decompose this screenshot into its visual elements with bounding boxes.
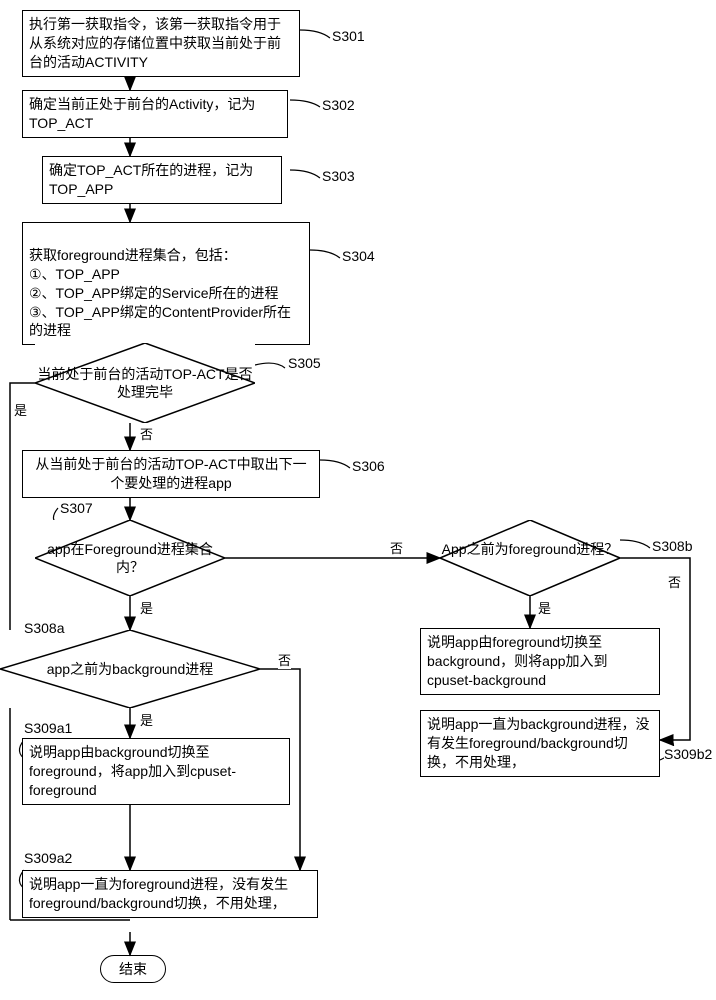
tag-s304: S304 [342,248,375,264]
step-s303: 确定TOP_ACT所在的进程，记为TOP_APP [42,156,282,204]
step-s304-text: 获取foreground进程集合，包括： ①、TOP_APP ②、TOP_APP… [29,247,291,339]
step-s309b1-text: 说明app由foreground切换至background，则将app加入到cp… [427,634,608,688]
tag-s301: S301 [332,28,365,44]
tag-s309b2: S309b2 [664,746,712,762]
s305-no: 否 [140,424,153,443]
s308b-no: 否 [668,572,681,591]
tag-s305: S305 [288,355,321,371]
tag-s308a: S308a [24,620,64,636]
end-text: 结束 [119,961,147,977]
tag-s309a2: S309a2 [24,850,72,866]
step-s309a2-text: 说明app一直为foreground进程，没有发生foreground/back… [29,876,288,911]
step-s306-text: 从当前处于前台的活动TOP-ACT中取出下一个要处理的进程app [35,456,306,491]
s308b-yes: 是 [538,598,551,617]
step-s304: 获取foreground进程集合，包括： ①、TOP_APP ②、TOP_APP… [22,222,310,345]
tag-s308b: S308b [652,538,692,554]
decision-s308b-text: App之前为foreground进程？ [440,540,620,558]
step-s309b2-text: 说明app一直为background进程，没有发生foreground/back… [427,716,650,770]
decision-s307-text: app在Foreground进程集合内？ [35,540,225,576]
step-s309a2: 说明app一直为foreground进程，没有发生foreground/back… [22,870,318,918]
tag-s306: S306 [352,458,385,474]
decision-s308a: app之前为background进程 [0,630,260,708]
decision-s308b: App之前为foreground进程？ [440,520,620,596]
tag-s303: S303 [322,168,355,184]
step-s303-text: 确定TOP_ACT所在的进程，记为TOP_APP [49,162,253,197]
tag-s307: S307 [60,500,93,516]
step-s309a1-text: 说明app由background切换至foreground，将app加入到cpu… [29,744,236,798]
decision-s307: app在Foreground进程集合内？ [35,520,225,596]
connectors [0,0,716,1000]
tag-s309a1: S309a1 [24,720,72,736]
step-s306: 从当前处于前台的活动TOP-ACT中取出下一个要处理的进程app [22,450,320,498]
s307-no: 否 [390,538,403,557]
step-s309b2: 说明app一直为background进程，没有发生foreground/back… [420,710,660,777]
s308a-no: 否 [278,650,291,669]
tag-s302: S302 [322,97,355,113]
s305-yes: 是 [14,400,27,419]
step-s302-text: 确定当前正处于前台的Activity，记为TOP_ACT [29,96,255,131]
decision-s305-text: 当前处于前台的活动TOP-ACT是否处理完毕 [35,365,255,401]
step-s301-text: 执行第一获取指令，该第一获取指令用于从系统对应的存储位置中获取当前处于前台的活动… [29,16,281,70]
s307-yes: 是 [140,598,153,617]
decision-s305: 当前处于前台的活动TOP-ACT是否处理完毕 [35,343,255,423]
decision-s308a-text: app之前为background进程 [0,660,260,678]
step-s302: 确定当前正处于前台的Activity，记为TOP_ACT [22,90,288,138]
step-s301: 执行第一获取指令，该第一获取指令用于从系统对应的存储位置中获取当前处于前台的活动… [22,10,300,77]
s308a-yes: 是 [140,710,153,729]
step-s309b1: 说明app由foreground切换至background，则将app加入到cp… [420,628,660,695]
end-terminal: 结束 [100,955,166,983]
step-s309a1: 说明app由background切换至foreground，将app加入到cpu… [22,738,290,805]
